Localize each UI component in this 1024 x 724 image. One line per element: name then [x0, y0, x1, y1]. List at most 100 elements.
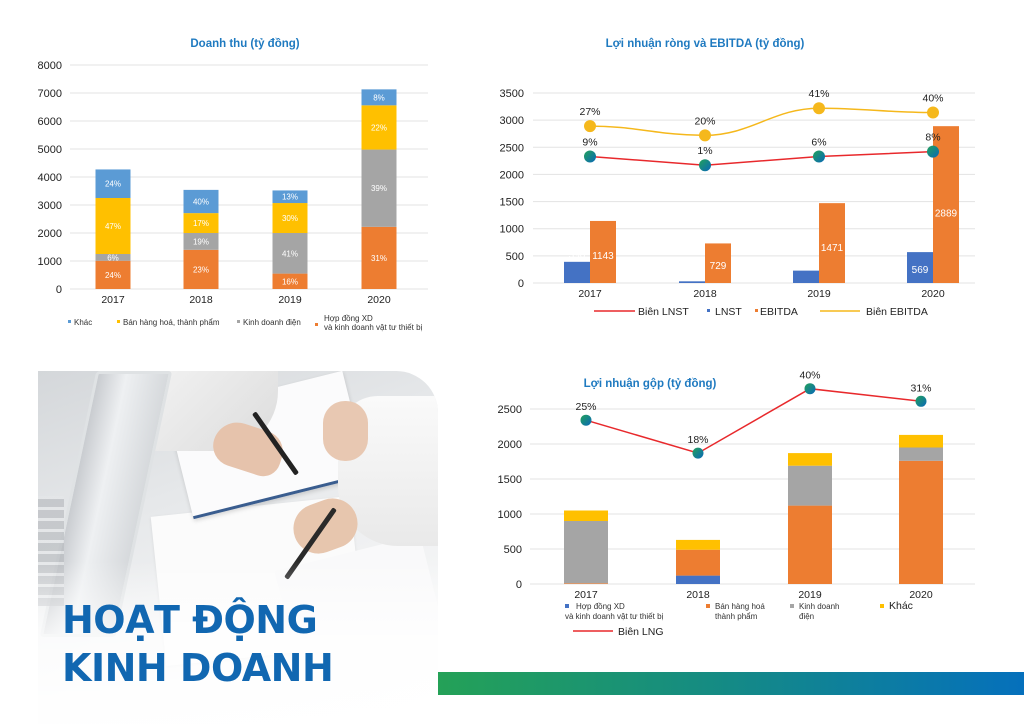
x-tick-label: 2019 — [278, 294, 302, 306]
data-label: 30% — [282, 214, 298, 223]
bar-segment — [564, 583, 608, 584]
x-tick-label: 2017 — [574, 589, 598, 601]
data-label: 1471 — [821, 243, 844, 254]
y-tick-label: 2500 — [500, 142, 524, 154]
line-marker — [580, 414, 592, 426]
data-label: 31 — [686, 269, 698, 280]
data-label: 40% — [799, 370, 820, 382]
bar-segment — [788, 453, 832, 466]
legend-swatch — [706, 604, 710, 608]
y-tick-label: 1500 — [498, 474, 522, 486]
bar-segment — [183, 249, 219, 289]
data-label: 23% — [193, 265, 209, 274]
legend-swatch — [707, 309, 710, 312]
legend-swatch — [880, 604, 884, 608]
data-label: 6% — [107, 253, 119, 262]
bar-segment — [899, 447, 943, 461]
bar-segment — [95, 169, 131, 198]
legend-label: Hợp đồng XD — [576, 602, 625, 611]
data-label: 24% — [105, 180, 121, 189]
y-tick-label: 0 — [56, 284, 62, 296]
y-tick-label: 2500 — [498, 404, 522, 416]
data-label: 31% — [910, 382, 931, 394]
bar-segment — [95, 254, 131, 261]
y-tick-label: 3000 — [500, 115, 524, 127]
legend-label: Biên LNST — [638, 306, 689, 318]
data-label: 27% — [579, 106, 600, 118]
legend-label: Khác — [889, 600, 913, 612]
net-profit-ebitda-chart: Lợi nhuận ròng và EBITDA (tỷ đồng) 0 500 10… — [500, 38, 975, 318]
data-label: 2889 — [935, 208, 958, 219]
bar-segment — [272, 233, 308, 274]
line-marker — [804, 383, 816, 395]
bar-segment — [272, 273, 308, 289]
chart-title: Lợi nhuận ròng và EBITDA (tỷ đồng) — [606, 38, 805, 50]
x-tick-label: 2020 — [921, 288, 945, 300]
legend-label: và kinh doanh vật tư thiết bị — [324, 323, 423, 332]
data-label: 20% — [694, 115, 715, 127]
line-marker — [927, 145, 939, 158]
data-label: 9% — [582, 137, 597, 149]
bar-segment — [95, 260, 131, 289]
bar-segment — [95, 198, 131, 254]
line-marker — [584, 120, 596, 133]
data-label: 16% — [282, 277, 298, 286]
legend-swatch — [565, 604, 569, 608]
x-tick-label: 2020 — [367, 294, 391, 306]
data-label: 41% — [282, 249, 298, 258]
x-tick-label: 2020 — [909, 589, 933, 601]
line-marker — [813, 102, 825, 115]
line-marker — [699, 159, 711, 172]
gross-profit-chart: Lợi nhuận gộp (tỷ đồng) 0 500 1000 1500 2000 2… — [498, 370, 975, 638]
bar-segment — [361, 89, 397, 106]
y-tick-label: 5000 — [38, 144, 62, 156]
legend-swatch — [790, 604, 794, 608]
line-marker — [915, 395, 927, 407]
y-tick-label: 8000 — [38, 60, 62, 72]
bar — [564, 261, 590, 283]
x-tick-label: 2017 — [578, 288, 602, 300]
x-tick-label: 2018 — [686, 589, 710, 601]
legend: Biên LNST LNST EBITDA Biên EBITDA — [594, 306, 928, 318]
y-tick-label: 2000 — [498, 439, 522, 451]
photo-fade-overlay — [38, 561, 438, 724]
line-marker — [692, 447, 704, 459]
bar — [679, 281, 705, 283]
data-label: 31% — [371, 254, 387, 263]
bar-segment — [361, 149, 397, 227]
y-tick-label: 3000 — [38, 200, 62, 212]
data-label: 6% — [811, 137, 826, 149]
bar-segment — [361, 105, 397, 150]
x-tick-label: 2018 — [189, 294, 213, 306]
data-label: 8% — [925, 132, 940, 144]
data-label: 40% — [193, 198, 209, 207]
data-label: 17% — [193, 219, 209, 228]
bar — [907, 252, 933, 283]
data-label: 390 — [569, 250, 586, 261]
legend-label: Hợp đồng XD — [324, 314, 373, 323]
bar-segment — [183, 233, 219, 250]
section-title-line2: KINH DOANH — [62, 646, 334, 690]
x-tick-label: 2018 — [693, 288, 717, 300]
chart-title: Lợi nhuận gộp (tỷ đồng) — [584, 378, 717, 390]
business-photo — [38, 371, 438, 724]
section-title-line1: HOẠT ĐỘNG — [62, 598, 318, 642]
y-tick-label: 1500 — [500, 197, 524, 209]
data-label: 41% — [808, 88, 829, 100]
chart-title: Doanh thu (tỷ đồng) — [190, 38, 299, 50]
data-label: 13% — [282, 193, 298, 202]
legend-label: Bán hàng hoá, thành phẩm — [123, 318, 220, 327]
bar-segment — [564, 521, 608, 584]
bar-segment — [899, 460, 943, 584]
y-tick-label: 6000 — [38, 116, 62, 128]
bar-segment — [676, 549, 720, 576]
y-tick-label: 0 — [518, 278, 524, 290]
bar-segment — [788, 465, 832, 506]
data-label: 25% — [575, 401, 596, 413]
legend-swatch — [315, 323, 318, 326]
legend-label: điện — [799, 612, 814, 621]
bar-segment — [361, 226, 397, 289]
bar-segment — [676, 539, 720, 550]
